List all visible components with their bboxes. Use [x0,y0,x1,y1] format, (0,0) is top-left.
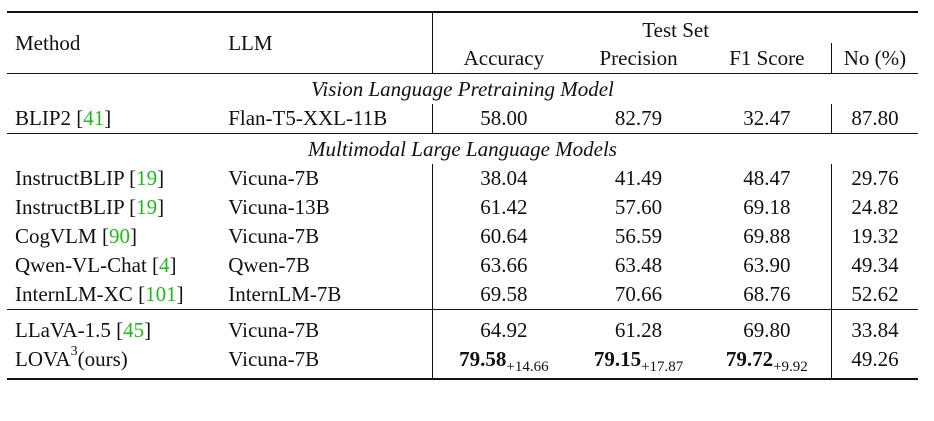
f1-cell: 63.90 [743,253,791,277]
precision-cell: 41.49 [614,166,663,190]
citation: 41 [83,106,105,130]
f1-cell: 69.88 [743,224,791,248]
method-cell: InternLM-XC [101] [15,282,184,306]
accuracy-cell: 63.66 [432,251,575,280]
gain-value: +14.66 [506,359,549,375]
header-no: No (%) [830,43,918,74]
precision-cell: 70.66 [614,282,663,306]
header-row-1: Method LLM Test Set [7,12,918,55]
no-cell: 87.80 [830,104,918,134]
gain-value: +9.92 [773,359,808,375]
header-method: Method [15,30,81,55]
f1-cell: 68.76 [743,282,791,306]
no-cell: 19.32 [830,222,918,251]
header-precision: Precision [599,45,678,70]
precision-cell: 79.15+17.87 [574,345,702,379]
table-row-ours: LOVA3(ours) Vicuna-7B 79.58+14.66 79.15+… [7,345,918,379]
f1-cell: 69.18 [743,195,791,219]
accuracy-cell: 79.58+14.66 [432,345,575,379]
accuracy-cell: 60.64 [432,222,575,251]
llm-cell: Vicuna-7B [228,224,320,248]
table-row: InstructBLIP [19] Vicuna-7B 38.04 41.49 … [7,164,918,193]
section-vlp: Vision Language Pretraining Model [7,73,918,105]
best-value: 79.58 [459,347,507,371]
header-row-2: Accuracy Precision F1 Score No (%) [7,43,918,74]
f1-cell: 48.47 [743,166,791,190]
llm-cell: Flan-T5-XXL-11B [228,106,388,130]
no-cell: 29.76 [830,164,918,193]
method-cell: InstructBLIP [19] [15,166,165,190]
best-value: 79.72 [725,347,774,371]
table-row: Qwen-VL-Chat [4] Qwen-7B 63.66 63.48 63.… [7,251,918,280]
table-row: InternLM-XC [101] InternLM-7B 69.58 70.6… [7,280,918,310]
results-table: Method LLM Test Set Accuracy Precision F… [7,11,918,380]
llm-cell: Vicuna-7B [228,347,320,371]
method-cell: LOVA3(ours) [15,344,128,372]
best-value: 79.15 [593,347,642,371]
citation: 101 [145,282,177,306]
accuracy-cell: 69.58 [432,280,575,310]
method-cell: Qwen-VL-Chat [4] [15,253,177,277]
f1-cell: 69.80 [743,318,791,342]
header-test-set: Test Set [432,12,918,43]
table-row: InstructBLIP [19] Vicuna-13B 61.42 57.60… [7,193,918,222]
citation: 4 [159,253,170,277]
accuracy-cell: 38.04 [432,164,575,193]
f1-cell: 32.47 [743,106,791,130]
citation: 90 [108,224,130,248]
llm-cell: Qwen-7B [228,253,310,277]
f1-cell: 79.72+9.92 [703,345,832,379]
accuracy-cell: 64.92 [432,309,575,345]
section-title: Vision Language Pretraining Model [311,76,614,101]
precision-cell: 56.59 [614,224,663,248]
accuracy-cell: 58.00 [432,104,575,134]
no-cell: 49.26 [830,345,918,379]
table-row: BLIP2 [41] Flan-T5-XXL-11B 58.00 82.79 3… [7,104,918,134]
table-row: CogVLM [90] Vicuna-7B 60.64 56.59 69.88 … [7,222,918,251]
gain-value: +17.87 [641,359,684,375]
section-title: Multimodal Large Language Models [308,136,617,161]
llm-cell: InternLM-7B [228,282,342,306]
precision-cell: 57.60 [614,195,663,219]
method-cell: CogVLM [90] [15,224,137,248]
precision-cell: 61.28 [614,318,663,342]
citation: 19 [136,195,158,219]
section-mllm: Multimodal Large Language Models [7,133,918,165]
header-f1: F1 Score [729,45,805,70]
method-cell: InstructBLIP [19] [15,195,165,219]
no-cell: 24.82 [830,193,918,222]
header-llm: LLM [228,30,273,55]
method-cell: LLaVA-1.5 [45] [15,318,152,342]
accuracy-cell: 61.42 [432,193,575,222]
llm-cell: Vicuna-7B [228,166,320,190]
no-cell: 49.34 [830,251,918,280]
header-accuracy: Accuracy [432,43,575,74]
method-cell: BLIP2 [41] [15,106,112,130]
llm-cell: Vicuna-13B [228,195,330,219]
llm-cell: Vicuna-7B [228,318,320,342]
precision-cell: 82.79 [614,106,663,130]
citation: 45 [123,318,145,342]
no-cell: 52.62 [830,280,918,310]
citation: 19 [136,166,158,190]
table-row: LLaVA-1.5 [45] Vicuna-7B 64.92 61.28 69.… [7,309,918,345]
no-cell: 33.84 [830,309,918,345]
precision-cell: 63.48 [614,253,663,277]
